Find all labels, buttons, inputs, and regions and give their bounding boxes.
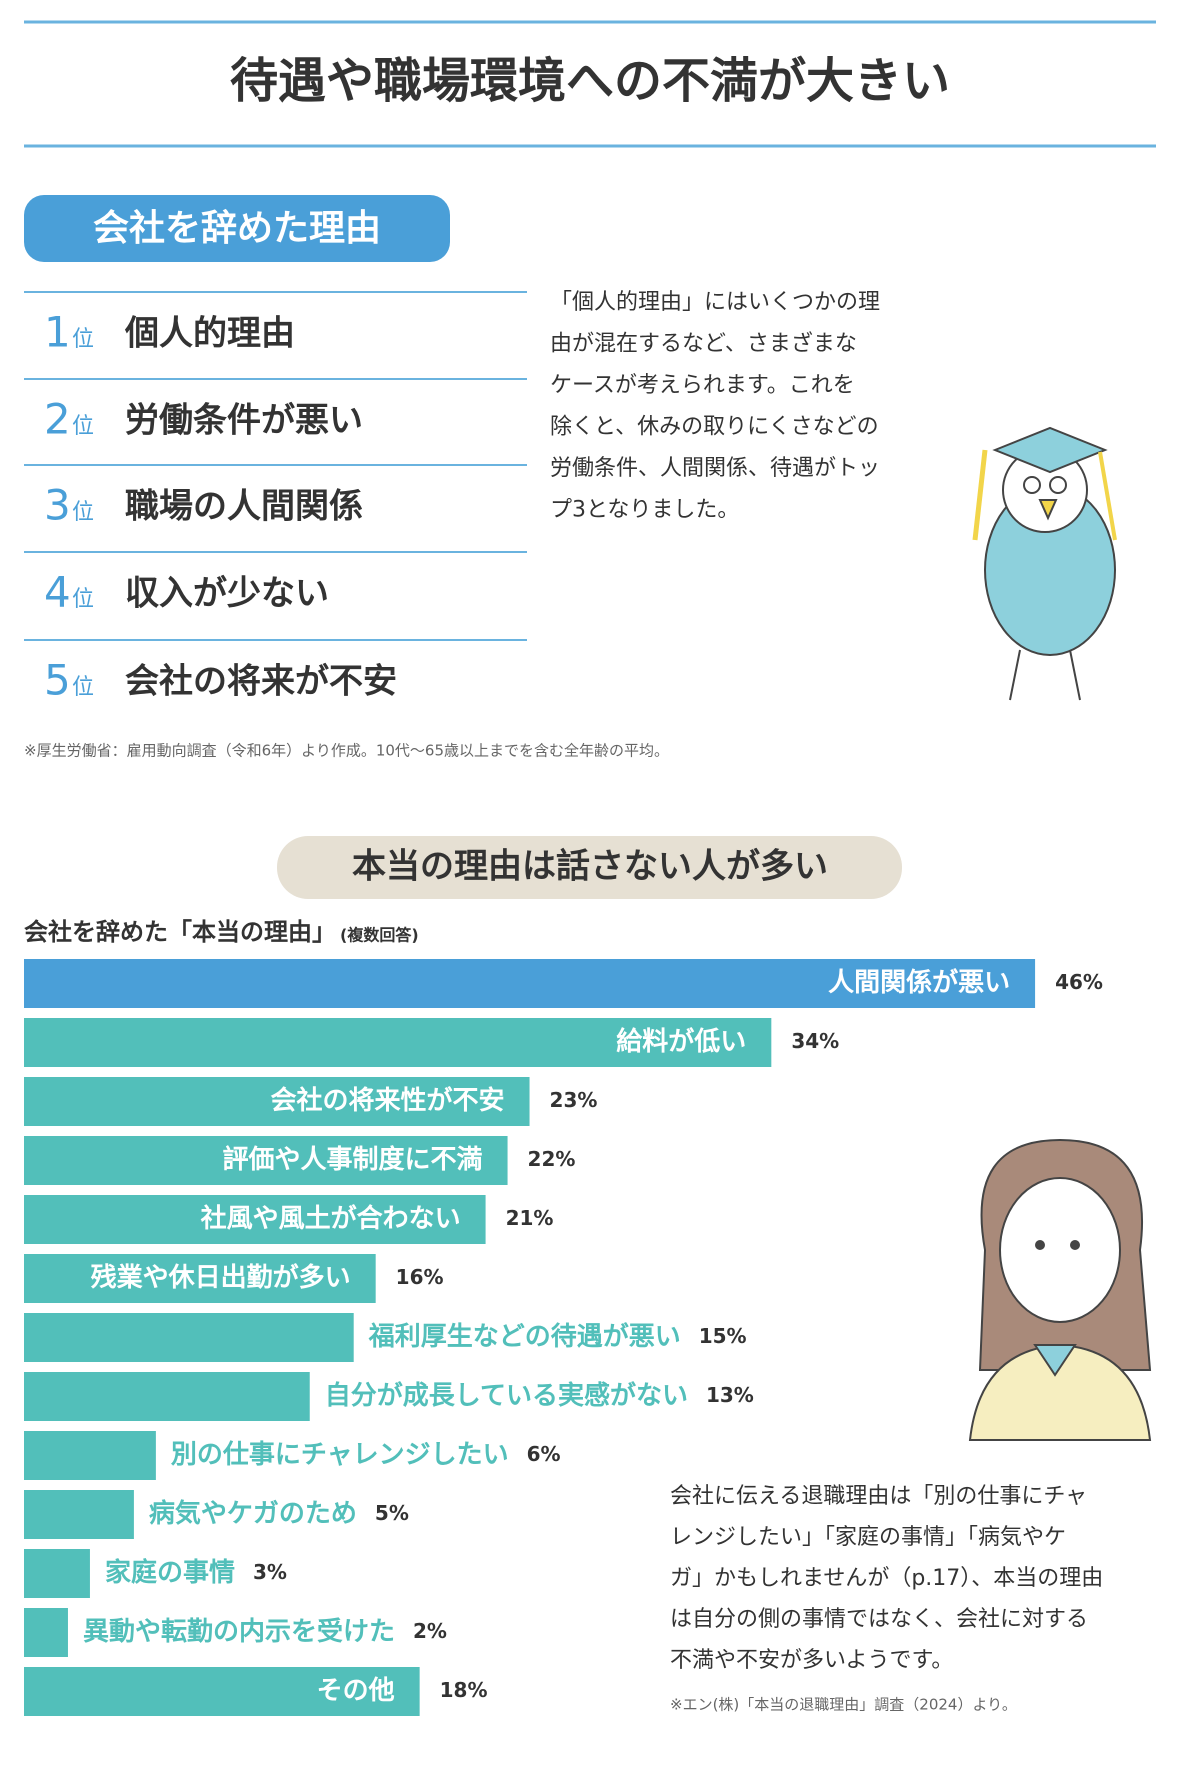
value-label: 6% bbox=[527, 1442, 561, 1466]
section-pill bbox=[24, 195, 450, 262]
footnote: ※厚生労働省：雇用動向調査（令和6年）より作成。10代〜65歳以上までを含む全年… bbox=[24, 742, 669, 760]
bar-label: 異動や転勤の内示を受けた bbox=[83, 1616, 395, 1647]
description-line: プ3となりました。 bbox=[550, 498, 739, 523]
bar-label: 家庭の事情 bbox=[105, 1557, 235, 1588]
bar-label: 福利厚生などの待遇が悪い bbox=[368, 1321, 681, 1352]
rank-number: 2 bbox=[44, 395, 71, 444]
section-pill bbox=[277, 836, 902, 899]
bar bbox=[24, 1431, 156, 1480]
woman-illustration bbox=[968, 1138, 1152, 1441]
rank-number: 4 bbox=[44, 568, 71, 617]
value-label: 2% bbox=[413, 1619, 447, 1643]
value-label: 3% bbox=[253, 1560, 287, 1584]
bar-label: 人間関係が悪い bbox=[828, 967, 1010, 998]
page-title: 待遇や職場環境への不満が大きい bbox=[230, 53, 950, 109]
description-line: 会社に伝える退職理由は「別の仕事にチャ bbox=[670, 1484, 1087, 1509]
chart-subtitle: (複数回答) bbox=[340, 926, 419, 945]
bar bbox=[24, 1018, 772, 1067]
bar bbox=[24, 1667, 420, 1716]
bar-label: 別の仕事にチャレンジしたい bbox=[171, 1440, 509, 1470]
bar-label: 会社の将来性が不安 bbox=[271, 1085, 505, 1116]
bar-label: 評価や人事制度に不満 bbox=[223, 1144, 483, 1175]
source: ※エン(株)「本当の退職理由」調査（2024）より。 bbox=[670, 1696, 1017, 1714]
value-label: 21% bbox=[506, 1206, 554, 1230]
description-line: レンジしたい」「家庭の事情」「病気やケ bbox=[670, 1525, 1066, 1550]
bar-label: 給料が低い bbox=[616, 1026, 746, 1057]
value-label: 23% bbox=[550, 1088, 598, 1112]
bar bbox=[24, 1254, 376, 1303]
bar-label: 自分が成長している実感がない bbox=[325, 1380, 688, 1411]
bar bbox=[24, 1077, 530, 1126]
rank-unit: 位 bbox=[72, 587, 94, 612]
description-line: 除くと、休みの取りにくさなどの bbox=[550, 415, 879, 440]
value-label: 46% bbox=[1055, 970, 1103, 994]
rank-number: 5 bbox=[44, 656, 71, 705]
bar bbox=[24, 1313, 354, 1362]
bar bbox=[24, 1490, 134, 1539]
description-line: は自分の側の事情ではなく、会社に対する bbox=[670, 1607, 1088, 1632]
section-title: 本当の理由は話さない人が多い bbox=[352, 847, 828, 887]
bar bbox=[24, 1136, 508, 1185]
bar bbox=[24, 1549, 90, 1598]
rank-unit: 位 bbox=[72, 675, 94, 700]
rank-label: 労働条件が悪い bbox=[125, 401, 363, 441]
value-label: 22% bbox=[528, 1147, 576, 1171]
description-line: ガ」かもしれませんが（p.17）、本当の理由 bbox=[670, 1566, 1103, 1591]
bar-label: 残業や休日出勤が多い bbox=[91, 1262, 351, 1293]
bar-label: 病気やケガのため bbox=[149, 1498, 357, 1529]
bird-illustration bbox=[972, 426, 1117, 701]
description-line: 労働条件、人間関係、待遇がトッ bbox=[550, 456, 880, 481]
value-label: 34% bbox=[791, 1029, 839, 1053]
description-line: ケースが考えられます。これを bbox=[550, 373, 855, 398]
value-label: 13% bbox=[706, 1383, 754, 1407]
value-label: 18% bbox=[440, 1678, 488, 1702]
bar-label: 社風や風土が合わない bbox=[201, 1203, 461, 1234]
rank-unit: 位 bbox=[72, 327, 94, 352]
rank-unit: 位 bbox=[72, 414, 94, 439]
description-line: 由が混在するなど、さまざまな bbox=[550, 331, 857, 357]
bar bbox=[24, 1195, 486, 1244]
chart-title: 会社を辞めた「本当の理由」 bbox=[24, 918, 336, 946]
rank-number: 3 bbox=[44, 481, 71, 530]
rank-unit: 位 bbox=[72, 500, 94, 525]
section-title: 会社を辞めた理由 bbox=[93, 208, 381, 249]
rank-label: 職場の人間関係 bbox=[125, 487, 363, 527]
rank-label: 収入が少ない bbox=[125, 574, 329, 614]
description-line: 「個人的理由」にはいくつかの理 bbox=[550, 290, 880, 315]
value-label: 15% bbox=[699, 1324, 747, 1348]
bar bbox=[24, 959, 1036, 1008]
rank-label: 個人的理由 bbox=[124, 314, 295, 354]
rank-number: 1 bbox=[44, 308, 71, 357]
description-line: 不満や不安が多いようです。 bbox=[670, 1648, 953, 1673]
value-label: 16% bbox=[396, 1265, 444, 1289]
bar-label: その他 bbox=[317, 1676, 395, 1706]
value-label: 5% bbox=[375, 1501, 409, 1525]
bar bbox=[24, 1608, 68, 1657]
rank-label: 会社の将来が不安 bbox=[125, 662, 397, 702]
bar bbox=[24, 1372, 310, 1421]
